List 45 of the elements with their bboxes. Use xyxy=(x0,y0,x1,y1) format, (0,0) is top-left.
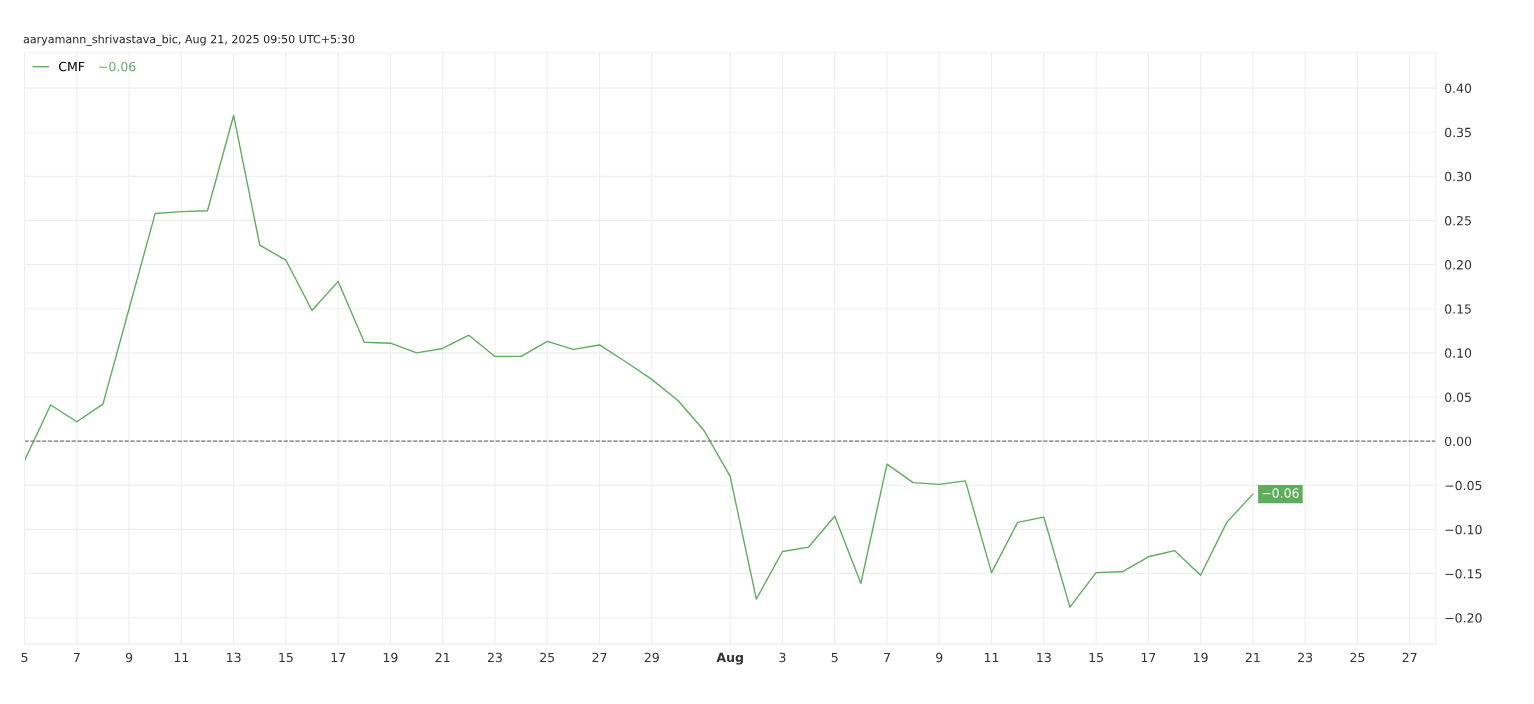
annotation: −0.06 xyxy=(99,61,136,72)
x-tick-label: 13 xyxy=(1037,652,1051,663)
x-tick-label: 27 xyxy=(592,652,607,662)
x-tick-label: 5 xyxy=(21,652,28,663)
x-tick-label: 23 xyxy=(487,652,502,663)
y-tick-label: 0.30 xyxy=(1444,171,1472,182)
x-tick-label: 11 xyxy=(174,652,189,662)
x-tick-label: 25 xyxy=(1350,652,1365,663)
line-series xyxy=(24,114,1254,608)
x-tick-label: 9 xyxy=(936,652,943,663)
x-tick-label: 29 xyxy=(644,652,659,663)
x-tick-label: 19 xyxy=(1194,652,1208,663)
x-tick-label: 3 xyxy=(779,652,786,663)
x-tick-label: 15 xyxy=(1089,652,1103,663)
y-tick-label: −0.10 xyxy=(1445,524,1482,535)
x-tick-label: 7 xyxy=(73,652,80,662)
x-tick-label: 7 xyxy=(884,652,890,662)
y-tick-label: 0.20 xyxy=(1444,260,1472,270)
y-tick-label: −0.15 xyxy=(1445,569,1482,579)
x-tick-label: 19 xyxy=(383,652,398,663)
y-tick-label: −0.20 xyxy=(1445,613,1482,623)
x-tick-label: 21 xyxy=(435,652,450,662)
y-tick-label: 0.15 xyxy=(1444,304,1471,314)
x-tick-label: 21 xyxy=(1245,652,1260,662)
x-tick-label: 11 xyxy=(984,652,999,662)
y-tick-label: 0.05 xyxy=(1444,392,1471,402)
y-tick-label: 0.10 xyxy=(1444,348,1472,358)
y-tick-label: 0.00 xyxy=(1444,436,1472,447)
x-tick-label: 5 xyxy=(831,652,838,663)
x-tick-label: 25 xyxy=(540,652,555,663)
legend-label: CMF xyxy=(59,61,85,72)
x-tick-label: 9 xyxy=(125,652,133,663)
x-tick-label: 13 xyxy=(227,652,241,663)
y-tick-label: 0.40 xyxy=(1444,83,1472,94)
x-tick-label: 17 xyxy=(1141,652,1156,662)
y-tick-label: −0.05 xyxy=(1445,480,1482,491)
x-tick-label: 17 xyxy=(331,652,346,662)
x-tick-label: 23 xyxy=(1298,652,1313,663)
x-tick-label: 15 xyxy=(279,652,293,663)
text: aaryamann_shrivastava_bic, Aug 21, 2025 09:50 UTC+5:30 xyxy=(23,34,355,46)
data-label: −0.06 xyxy=(1262,488,1299,498)
y-tick-label: 0.35 xyxy=(1444,127,1471,138)
y-tick-label: 0.25 xyxy=(1444,215,1471,226)
x-tick-label: Aug xyxy=(716,652,743,665)
x-tick-label: 27 xyxy=(1402,652,1417,662)
